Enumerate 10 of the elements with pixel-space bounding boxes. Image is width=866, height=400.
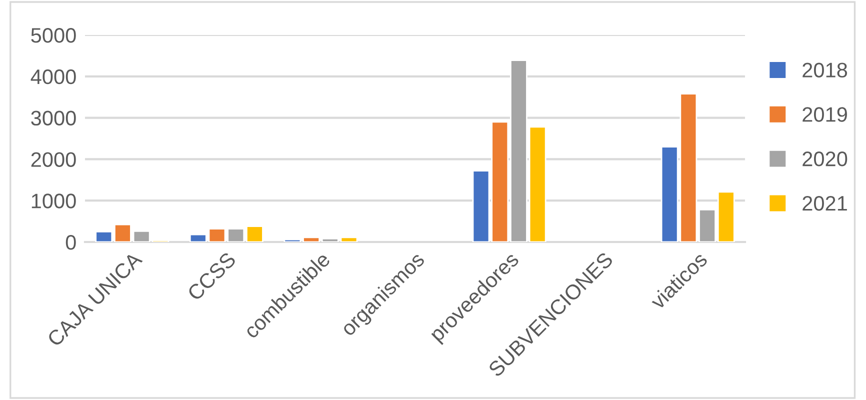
y-tick-label: 1000 bbox=[32, 194, 76, 208]
legend-label: 2019 bbox=[802, 107, 847, 122]
y-tick-label: 2000 bbox=[31, 152, 76, 167]
y-tick-label: 0 bbox=[66, 235, 76, 250]
legend-label: 2018 bbox=[802, 62, 848, 78]
legend-label: 2020 bbox=[802, 152, 848, 166]
legend-label: 2021 bbox=[802, 196, 847, 211]
y-tick-label: 5000 bbox=[31, 28, 76, 43]
y-tick-label: 3000 bbox=[31, 110, 76, 126]
y-tick-label: 4000 bbox=[30, 69, 76, 84]
